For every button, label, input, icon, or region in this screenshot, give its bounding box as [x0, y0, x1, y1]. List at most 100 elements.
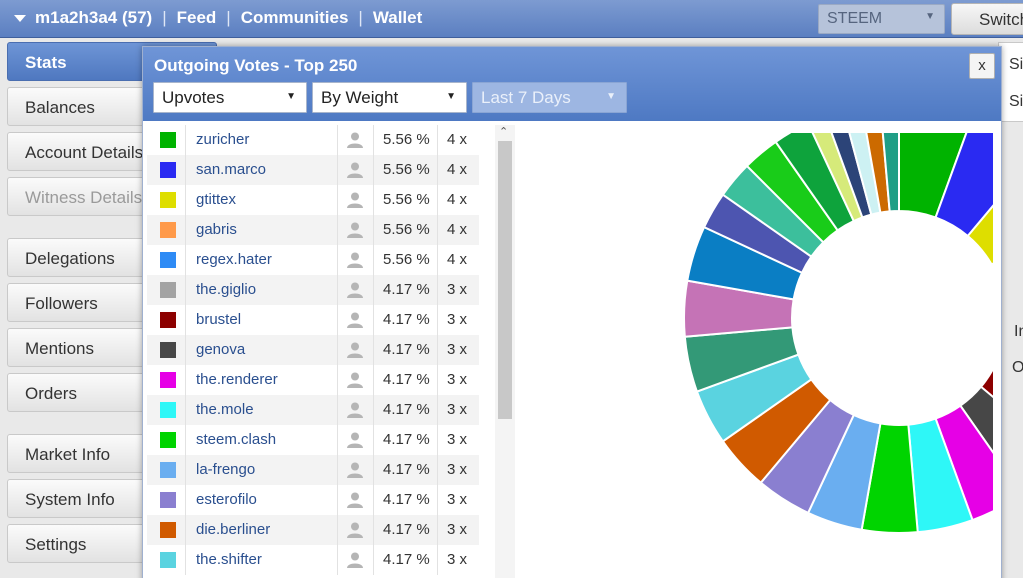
nav-wallet[interactable]: Wallet	[372, 8, 423, 27]
voter-link[interactable]: brustel	[196, 311, 242, 328]
voter-link[interactable]: regex.hater	[196, 251, 272, 268]
donut-slice-brustel[interactable]	[979, 363, 993, 456]
top-bar: m1a2h3a4 (57) | Feed | Communities | Wal…	[0, 0, 1023, 38]
modal-title: Outgoing Votes - Top 250	[154, 56, 358, 75]
donut-slice[interactable]	[880, 133, 900, 213]
voter-link[interactable]: esterofilo	[196, 491, 257, 508]
vote-weight: 4.17 %	[383, 461, 430, 478]
user-silhouette-icon[interactable]	[346, 161, 364, 179]
column-divider	[337, 335, 338, 365]
user-silhouette-icon[interactable]	[346, 431, 364, 449]
user-silhouette-icon[interactable]	[346, 131, 364, 149]
vote-type-select[interactable]: Upvotes ▼	[153, 82, 307, 113]
column-divider	[437, 545, 438, 575]
vote-weight: 5.56 %	[383, 131, 430, 148]
vote-type-value: Upvotes	[162, 88, 225, 107]
color-swatch	[160, 402, 176, 418]
donut-slice-gtittex[interactable]	[966, 153, 993, 266]
user-silhouette-icon[interactable]	[346, 551, 364, 569]
user-silhouette-icon[interactable]	[346, 521, 364, 539]
donut-slice-zuricher[interactable]	[898, 133, 973, 219]
vote-weight: 4.17 %	[383, 491, 430, 508]
donut-slice-gabris[interactable]	[990, 211, 993, 300]
coin-select[interactable]: STEEM ▼	[818, 4, 945, 34]
user-silhouette-icon[interactable]	[346, 341, 364, 359]
voter-link[interactable]: the.shifter	[196, 551, 262, 568]
scrollbar-thumb[interactable]	[498, 141, 512, 419]
period-select[interactable]: Last 7 Days ▼	[472, 82, 627, 113]
user-silhouette-icon[interactable]	[346, 491, 364, 509]
table-row: la-frengo 4.17 % 3 x	[147, 455, 479, 485]
background-text: O	[1012, 359, 1023, 376]
switch-button[interactable]: Switch	[951, 3, 1023, 35]
donut-slice-san.marco[interactable]	[934, 133, 993, 238]
vote-weight: 5.56 %	[383, 251, 430, 268]
column-divider	[373, 245, 374, 275]
vote-weight: 4.17 %	[383, 551, 430, 568]
user-menu[interactable]: m1a2h3a4 (57)	[35, 8, 153, 27]
voter-link[interactable]: san.marco	[196, 161, 267, 178]
voter-link[interactable]: the.renderer	[196, 371, 278, 388]
voter-link[interactable]: the.giglio	[196, 281, 257, 298]
column-divider	[437, 365, 438, 395]
column-divider	[437, 155, 438, 185]
table-row: regex.hater 5.56 % 4 x	[147, 245, 479, 275]
nav-feed[interactable]: Feed	[176, 8, 217, 27]
column-divider	[337, 275, 338, 305]
color-swatch	[160, 462, 176, 478]
table-row: san.marco 5.56 % 4 x	[147, 155, 479, 185]
nav-communities[interactable]: Communities	[240, 8, 349, 27]
user-silhouette-icon[interactable]	[346, 281, 364, 299]
user-silhouette-icon[interactable]	[346, 401, 364, 419]
voter-link[interactable]: steem.clash	[196, 431, 277, 448]
voter-link[interactable]: gtittex	[196, 191, 237, 208]
sort-select[interactable]: By Weight ▼	[312, 82, 467, 113]
chevron-up-icon[interactable]: ⌃	[499, 126, 509, 138]
column-divider	[185, 365, 186, 395]
voter-link[interactable]: genova	[196, 341, 246, 358]
user-silhouette-icon[interactable]	[346, 371, 364, 389]
nav-separator: |	[358, 8, 363, 27]
column-divider	[337, 305, 338, 335]
background-text: Si	[1009, 56, 1023, 73]
column-divider	[373, 545, 374, 575]
vote-weight: 4.17 %	[383, 311, 430, 328]
column-divider	[373, 335, 374, 365]
table-row: genova 4.17 % 3 x	[147, 335, 479, 365]
user-silhouette-icon[interactable]	[346, 191, 364, 209]
table-row: zuricher 5.56 % 4 x	[147, 125, 479, 155]
column-divider	[373, 395, 374, 425]
user-silhouette-icon[interactable]	[346, 311, 364, 329]
voter-link[interactable]: the.mole	[196, 401, 254, 418]
vote-count: 3 x	[447, 431, 468, 448]
scrollbar[interactable]: ⌃	[495, 125, 515, 578]
voter-link[interactable]: la-frengo	[196, 461, 256, 478]
vote-weight: 5.56 %	[383, 191, 430, 208]
caret-down-icon[interactable]	[14, 14, 26, 22]
column-divider	[185, 395, 186, 425]
table-row: steem.clash 4.17 % 3 x	[147, 425, 479, 455]
dropdown-arrow-icon: ▼	[925, 11, 935, 22]
user-silhouette-icon[interactable]	[346, 221, 364, 239]
voter-link[interactable]: zuricher	[196, 131, 250, 148]
voter-link[interactable]: die.berliner	[196, 521, 271, 538]
vote-weight: 5.56 %	[383, 161, 430, 178]
column-divider	[437, 305, 438, 335]
column-divider	[337, 425, 338, 455]
vote-weight: 4.17 %	[383, 341, 430, 358]
vote-count: 3 x	[447, 281, 468, 298]
table-row: the.giglio 4.17 % 3 x	[147, 275, 479, 305]
column-divider	[437, 275, 438, 305]
vote-weight: 4.17 %	[383, 371, 430, 388]
column-divider	[373, 515, 374, 545]
color-swatch	[160, 312, 176, 328]
column-divider	[437, 215, 438, 245]
outgoing-votes-modal: Outgoing Votes - Top 250 x Upvotes ▼ By …	[142, 46, 1002, 578]
close-button[interactable]: x	[969, 53, 995, 79]
voter-link[interactable]: gabris	[196, 221, 237, 238]
column-divider	[337, 365, 338, 395]
user-silhouette-icon[interactable]	[346, 461, 364, 479]
user-silhouette-icon[interactable]	[346, 251, 364, 269]
column-divider	[337, 515, 338, 545]
table-row: the.mole 4.17 % 3 x	[147, 395, 479, 425]
